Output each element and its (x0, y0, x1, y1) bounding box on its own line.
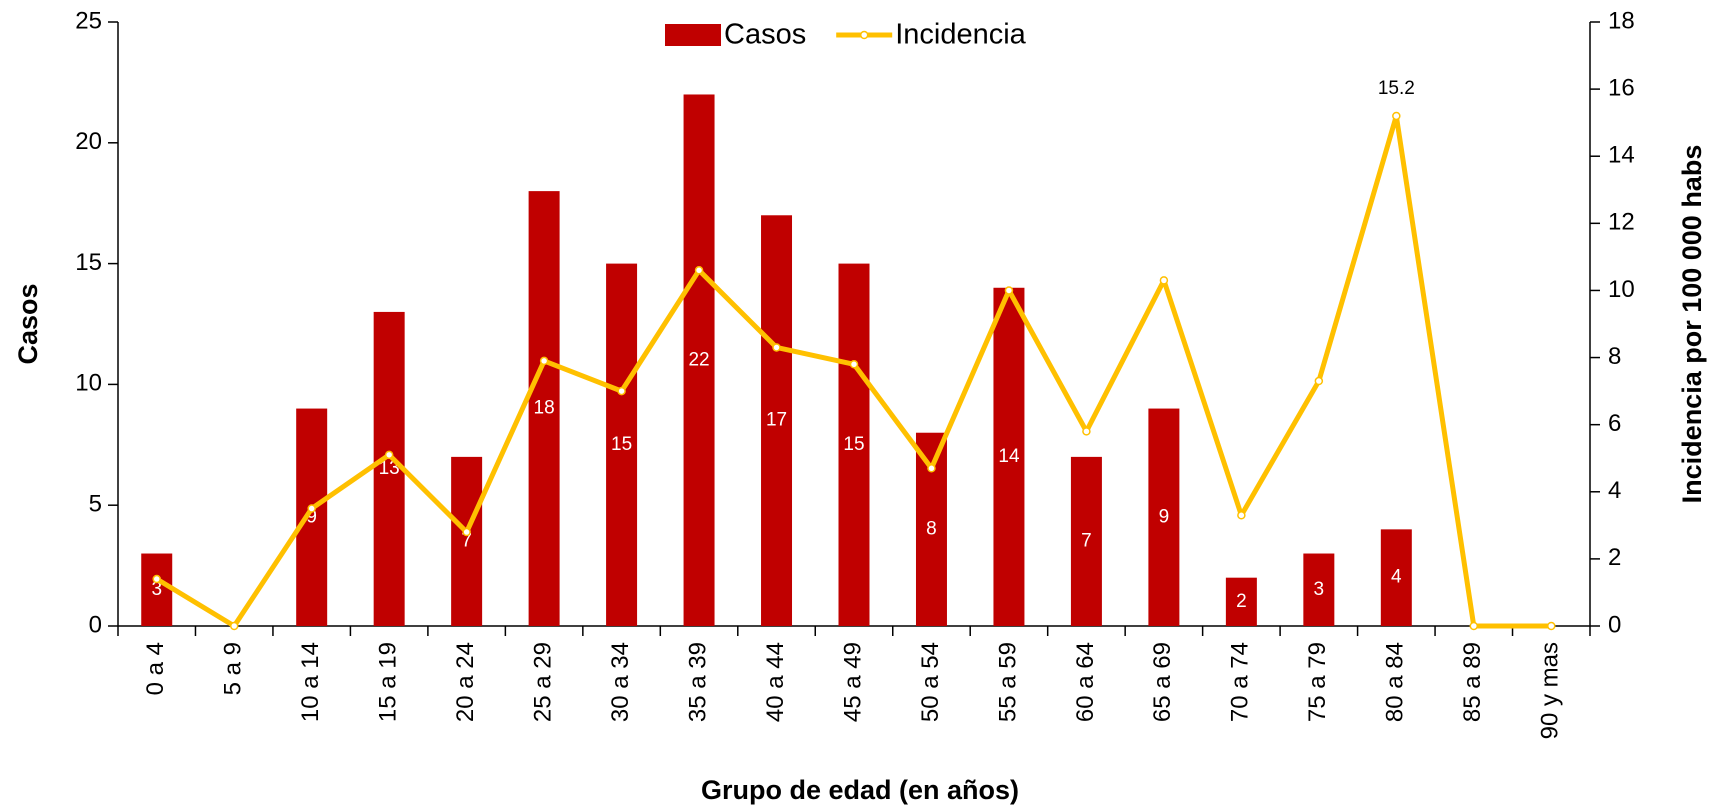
x-tick-label: 35 a 39 (684, 642, 711, 722)
bar (373, 311, 405, 626)
line-point (152, 574, 161, 584)
bar-value-label: 2 (1236, 591, 1247, 612)
bar-value-label: 22 (688, 349, 709, 370)
bar-value-label: 3 (151, 579, 162, 600)
bar (993, 287, 1025, 626)
bar-value-label: 9 (1159, 506, 1170, 527)
legend-label: Incidencia (895, 19, 1026, 51)
y-tick-label: 15 (75, 249, 102, 276)
bar (683, 94, 715, 627)
line-point (1237, 511, 1246, 520)
point-value-label: 15.2 (1378, 78, 1415, 99)
line-point (462, 527, 471, 537)
y-tick-label: 5 (89, 491, 102, 518)
line-point (1004, 286, 1014, 295)
x-tick-label: 75 a 79 (1304, 642, 1331, 722)
x-tick-label: 60 a 64 (1072, 642, 1099, 722)
line-point (849, 360, 859, 369)
line-point (1392, 111, 1401, 121)
x-tick-label: 5 a 9 (220, 642, 247, 695)
bar-value-label: 7 (461, 530, 472, 551)
line-point (539, 356, 549, 366)
bar-value-label: 17 (766, 410, 787, 431)
y2-tick-label: 10 (1608, 276, 1635, 303)
y-tick-label: 25 (75, 7, 102, 34)
x-tick-label: 80 a 84 (1382, 642, 1409, 722)
bar (606, 263, 638, 626)
bar (838, 263, 870, 626)
y2-tick-label: 14 (1608, 142, 1635, 169)
line-point (1082, 427, 1091, 436)
line-point (617, 386, 626, 396)
y2-tick-label: 12 (1608, 209, 1635, 236)
x-tick-label: 10 a 14 (297, 642, 324, 722)
bar-value-label: 9 (306, 506, 317, 527)
y-tick-label: 0 (89, 611, 102, 638)
y2-tick-label: 2 (1608, 544, 1621, 571)
x-tick-label: 70 a 74 (1227, 642, 1254, 722)
x-tick-label: 90 y mas (1537, 642, 1564, 739)
bar (1148, 408, 1180, 626)
y-tick-label: 20 (75, 128, 102, 155)
bar (451, 456, 483, 626)
x-tick-label: 45 a 49 (839, 642, 866, 722)
bar-value-label: 3 (1314, 579, 1325, 600)
bar (1070, 456, 1102, 626)
bar-value-label: 15 (843, 434, 864, 455)
y2-tick-label: 8 (1608, 343, 1621, 370)
line-point (1314, 376, 1324, 386)
x-tick-label: 50 a 54 (917, 642, 944, 722)
bar (296, 408, 328, 626)
legend-label: Casos (724, 19, 806, 51)
bar-value-label: 18 (534, 398, 555, 419)
bar (1303, 553, 1335, 626)
line-point (1159, 276, 1169, 285)
bar (1225, 577, 1257, 626)
y2-axis-title: Incidencia por 100 000 habs (1677, 145, 1707, 504)
line-point (1469, 621, 1479, 631)
bar-value-label: 15 (611, 434, 632, 455)
y-axis-title: Casos (13, 283, 43, 364)
x-tick-label: 40 a 44 (762, 642, 789, 722)
line-point (384, 450, 394, 460)
y2-tick-label: 0 (1608, 611, 1621, 638)
bar-value-label: 4 (1391, 567, 1402, 588)
x-tick-label: 25 a 29 (529, 642, 556, 722)
line-point (307, 504, 316, 513)
y-tick-label: 10 (75, 370, 102, 397)
y2-tick-label: 18 (1608, 7, 1635, 34)
x-axis-title: Grupo de edad (en años) (701, 775, 1019, 805)
x-tick-label: 15 a 19 (375, 642, 402, 722)
line-point (694, 266, 704, 275)
y2-tick-label: 6 (1608, 410, 1621, 437)
line-point (1547, 621, 1556, 631)
bar (528, 191, 560, 626)
line-point (229, 621, 239, 631)
bar-value-label: 14 (998, 446, 1020, 467)
x-tick-label: 65 a 69 (1149, 642, 1176, 722)
bar-value-label: 8 (926, 518, 937, 539)
x-tick-label: 20 a 24 (452, 642, 479, 722)
x-tick-label: 85 a 89 (1459, 642, 1486, 722)
line-point (772, 343, 781, 352)
legend-swatch (665, 24, 721, 46)
bar (1380, 529, 1412, 626)
bar-value-label: 7 (1081, 530, 1092, 551)
y2-tick-label: 4 (1608, 477, 1621, 504)
x-tick-label: 55 a 59 (994, 642, 1021, 722)
legend-swatch-point (859, 30, 869, 40)
line-point (927, 464, 936, 473)
bar (761, 215, 793, 626)
x-tick-label: 30 a 34 (607, 642, 634, 722)
y2-tick-label: 16 (1608, 74, 1635, 101)
x-tick-label: 0 a 4 (142, 642, 169, 695)
bar (141, 553, 173, 626)
